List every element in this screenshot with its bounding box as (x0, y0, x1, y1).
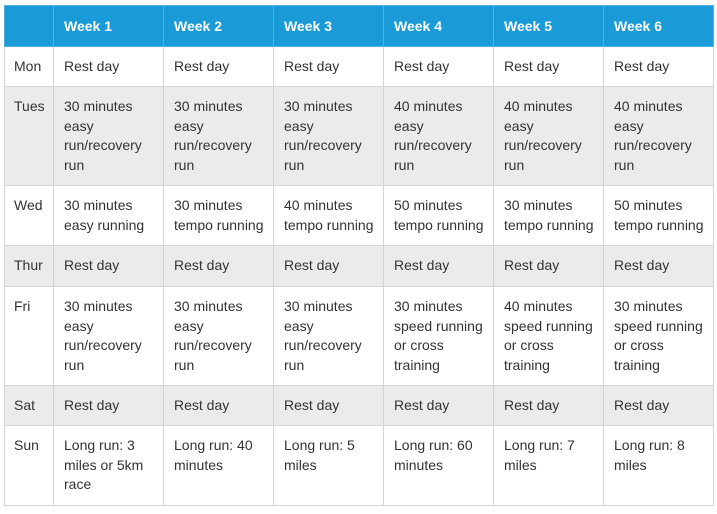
workout-cell: 30 minutes speed running or cross traini… (383, 286, 494, 386)
workout-cell: 40 minutes easy run/recovery run (603, 86, 714, 186)
week-header: Week 4 (383, 5, 494, 47)
workout-cell: Long run: 40 minutes (163, 425, 274, 506)
day-label: Mon (4, 46, 54, 87)
workout-cell: Rest day (383, 245, 494, 287)
day-row: Wed 30 minutes easy running 30 minutes tem… (4, 185, 714, 246)
workout-cell: Rest day (273, 245, 384, 287)
workout-cell: Rest day (383, 46, 494, 87)
day-row: Thur Rest day Rest day Rest day Rest day Rest… (4, 245, 714, 287)
workout-cell: Rest day (603, 245, 714, 287)
workout-cell: Rest day (493, 245, 604, 287)
workout-cell: 30 minutes easy run/recovery run (163, 86, 274, 186)
workout-cell: 40 minutes speed running or cross traini… (493, 286, 604, 386)
day-label: Fri (4, 286, 54, 386)
workout-cell: Rest day (163, 245, 274, 287)
day-row: Tues 30 minutes easy run/recovery run 30 m… (4, 86, 714, 186)
day-row: Sun Long run: 3 miles or 5km race Long run… (4, 425, 714, 506)
workout-cell: 30 minutes easy running (53, 185, 164, 246)
workout-cell: 40 minutes tempo running (273, 185, 384, 246)
workout-cell: Rest day (163, 46, 274, 87)
workout-cell: Rest day (53, 245, 164, 287)
workout-cell: 30 minutes speed running or cross traini… (603, 286, 714, 386)
workout-cell: 30 minutes easy run/recovery run (273, 286, 384, 386)
table-body: Mon Rest day Rest day Rest day Rest day Rest … (4, 46, 714, 506)
schedule: Week 1 Week 2 Week 3 Week 4 Week 5 Week 6 Mon… (4, 5, 714, 506)
workout-cell: Long run: 5 miles (273, 425, 384, 506)
workout-cell: 30 minutes tempo running (493, 185, 604, 246)
week-header: Week 5 (493, 5, 604, 47)
workout-cell: Rest day (603, 385, 714, 426)
workout-cell: 30 minutes easy run/recovery run (163, 286, 274, 386)
week-header: Week 6 (603, 5, 714, 47)
workout-cell: Rest day (53, 46, 164, 87)
week-header: Week 2 (163, 5, 274, 47)
workout-cell: 30 minutes easy run/recovery run (53, 286, 164, 386)
week-header: Week 1 (53, 5, 164, 47)
workout-cell: 30 minutes easy run/recovery run (273, 86, 384, 186)
workout-cell: Long run: 7 miles (493, 425, 604, 506)
workout-cell: Long run: 60 minutes (383, 425, 494, 506)
workout-cell: Rest day (493, 385, 604, 426)
header-row: Week 1 Week 2 Week 3 Week 4 Week 5 Week 6 (4, 5, 714, 47)
workout-cell: Rest day (273, 46, 384, 87)
workout-cell: 50 minutes tempo running (383, 185, 494, 246)
workout-cell: Rest day (53, 385, 164, 426)
workout-cell: Long run: 8 miles (603, 425, 714, 506)
day-label: Sat (4, 385, 54, 426)
workout-cell: Rest day (273, 385, 384, 426)
workout-cell: Rest day (493, 46, 604, 87)
workout-cell: 30 minutes tempo running (163, 185, 274, 246)
workout-cell: Long run: 3 miles or 5km race (53, 425, 164, 506)
day-row: Mon Rest day Rest day Rest day Rest day Rest … (4, 46, 714, 87)
workout-cell: 40 minutes easy run/recovery run (383, 86, 494, 186)
day-row: Fri 30 minutes easy run/recovery run 30 mi… (4, 286, 714, 386)
schedule-table: Week 1 Week 2 Week 3 Week 4 Week 5 Week 6 Mon… (4, 5, 714, 506)
day-label: Thur (4, 245, 54, 287)
workout-cell: Rest day (383, 385, 494, 426)
workout-cell: 50 minutes tempo running (603, 185, 714, 246)
day-label: Tues (4, 86, 54, 186)
workout-cell: Rest day (603, 46, 714, 87)
day-label: Sun (4, 425, 54, 506)
workout-cell: Rest day (163, 385, 274, 426)
workout-cell: 30 minutes easy run/recovery run (53, 86, 164, 186)
day-label: Wed (4, 185, 54, 246)
corner-cell (4, 5, 54, 47)
workout-cell: 40 minutes easy run/recovery run (493, 86, 604, 186)
week-header: Week 3 (273, 5, 384, 47)
day-row: Sat Rest day Rest day Rest day Rest day Rest … (4, 385, 714, 426)
